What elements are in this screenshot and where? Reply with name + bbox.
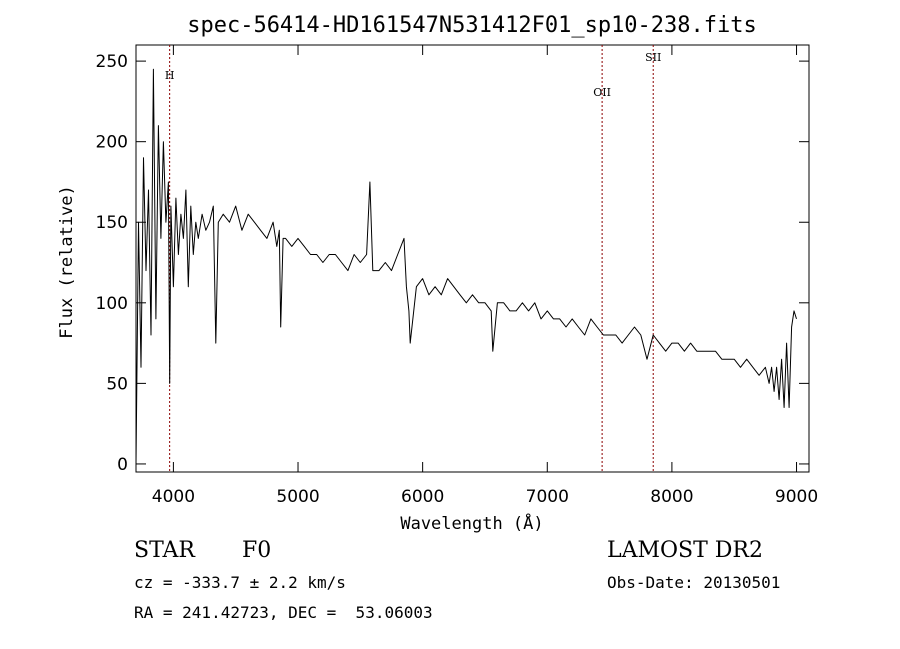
y-tick-label: 150 [96, 213, 128, 233]
observation-date: Obs-Date: 20130501 [607, 573, 781, 592]
coordinates: RA = 241.42723, DEC = 53.06003 [134, 603, 433, 622]
x-tick-label: 7000 [526, 487, 569, 507]
spectrum-line [135, 68, 797, 464]
y-tick-label: 200 [96, 133, 128, 153]
y-tick-label: 0 [117, 455, 128, 475]
axis-ticks: 4000 5000 6000 7000 8000 9000 0 50 100 150 200 250 [96, 45, 818, 507]
x-tick-label: 6000 [401, 487, 444, 507]
y-tick-label: 250 [96, 52, 128, 72]
y-axis-label: Flux (relative) [57, 185, 77, 339]
plot-frame [135, 44, 810, 473]
survey-name: LAMOST DR2 [607, 538, 763, 563]
spectral-line-label: H [165, 69, 175, 82]
redshift-cz: cz = -333.7 ± 2.2 km/s [134, 573, 346, 592]
spectral-line-markers: H OII SII [165, 45, 661, 472]
object-class: STAR [134, 538, 195, 563]
spectrum-series [135, 68, 797, 464]
x-tick-label: 8000 [650, 487, 693, 507]
x-tick-label: 9000 [775, 487, 818, 507]
x-axis-label: Wavelength (Å) [400, 512, 543, 534]
y-tick-label: 50 [106, 374, 128, 394]
y-tick-label: 100 [96, 294, 128, 314]
spectral-line-label: OII [593, 86, 611, 99]
spectral-line-label: SII [645, 51, 661, 64]
spectral-subclass: F0 [242, 538, 272, 563]
x-tick-label: 4000 [152, 487, 195, 507]
x-tick-label: 5000 [276, 487, 319, 507]
chart-title: spec-56414-HD161547N531412F01_sp10-238.f… [187, 13, 757, 38]
